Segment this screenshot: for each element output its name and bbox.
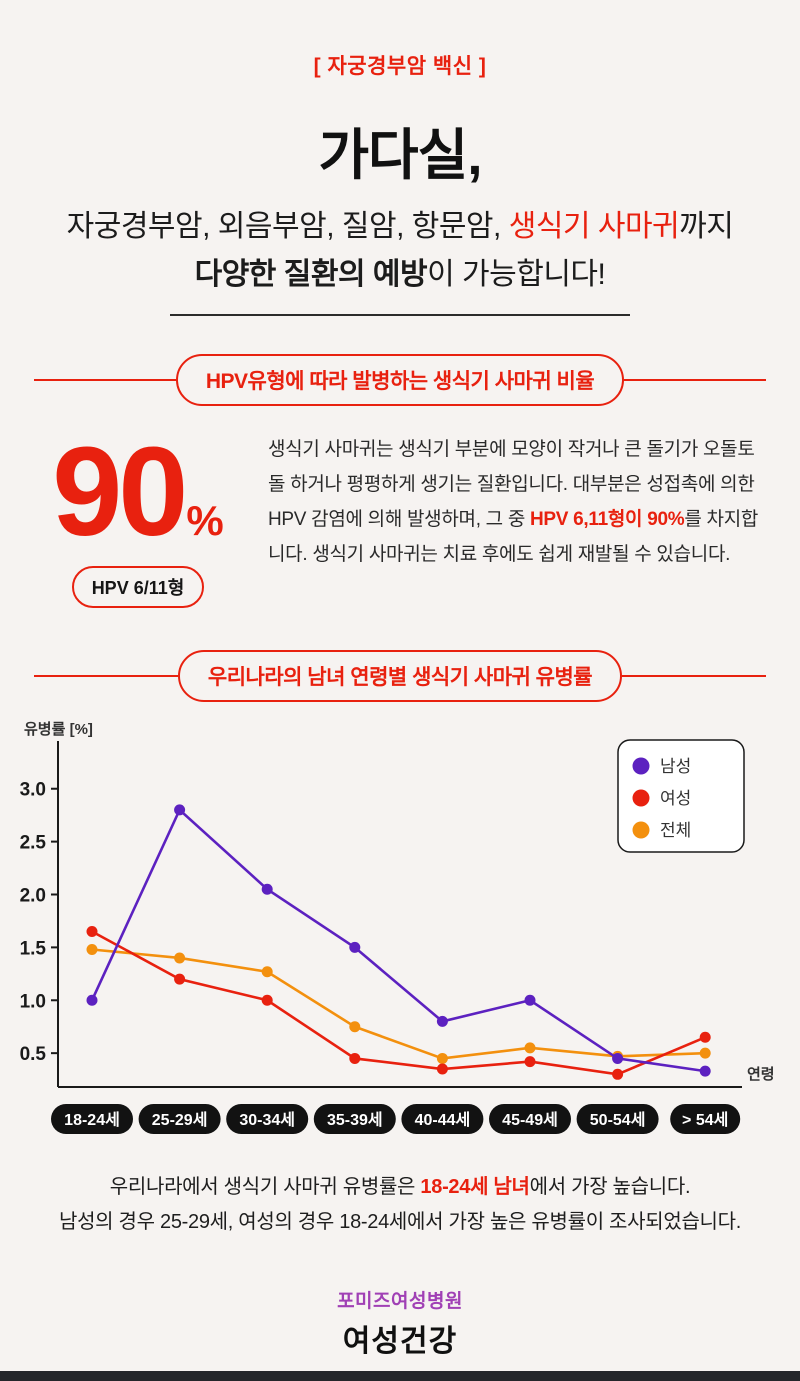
category-pill — [51, 1103, 133, 1134]
section2-badge: 우리나라의 남녀 연령별 생식기 사마귀 유병률 — [177, 649, 623, 702]
y-tick-label: 1.5 — [20, 938, 46, 959]
data-point — [174, 952, 186, 964]
data-point — [86, 925, 98, 937]
series-line — [91, 930, 706, 1076]
prevalence-chart: 0.5 1.0 1.5 2.0 2.5 3.0 유병률 [%] 연령 18-24세 25-29세 3… — [0, 712, 800, 1152]
subtitle-line2-rest: 이 가능합니다! — [427, 258, 606, 291]
brand-logo-text: 여성건강 — [342, 1324, 458, 1358]
legend-box — [617, 738, 745, 853]
section2-rule-right — [622, 674, 767, 677]
data-point — [86, 994, 98, 1006]
stat-description-post: 를 차지합니다. 생식기 사마귀는 치료 후에도 쉽게 재발될 수 있습니다. — [268, 509, 759, 566]
legend-dot — [632, 789, 650, 807]
category-pill — [138, 1103, 221, 1134]
category-pill — [226, 1103, 309, 1134]
hpv-stat-block: 90% HPV 6/11형 생식기 사마귀는 생식기 부분에 모양이 작거나 큰… — [0, 421, 800, 608]
header-divider — [170, 314, 630, 316]
footnote-line1-highlight: 18-24세 남녀 — [420, 1175, 530, 1198]
stat-description-pre: 생식기 사마귀는 생식기 부분에 모양이 작거나 큰 돌기가 오돌토돌 하거나 … — [268, 439, 755, 531]
legend-dot — [632, 757, 650, 775]
data-point — [174, 973, 186, 985]
section2-rule-left — [34, 674, 178, 677]
y-tick-label: 0.5 — [20, 1044, 46, 1065]
stat-description: 생식기 사마귀는 생식기 부분에 모양이 작거나 큰 돌기가 오돌토돌 하거나 … — [268, 432, 762, 573]
data-point — [349, 1020, 361, 1032]
subtitle-line1-pre: 자궁경부암, 외음부암, 질암, 항문암, — [66, 210, 509, 243]
data-point — [524, 1055, 536, 1067]
category-pill-label: 50-54세 — [590, 1111, 646, 1129]
category-pill-label: 30-34세 — [239, 1111, 295, 1129]
data-point — [261, 994, 273, 1006]
legend-label: 남성 — [660, 757, 691, 776]
footnote-line1-pre: 우리나라에서 생식기 사마귀 유병률은 — [109, 1175, 421, 1198]
subtitle-line1: 자궁경부암, 외음부암, 질암, 항문암, 생식기 사마귀까지 — [0, 206, 800, 248]
data-point — [349, 941, 361, 953]
page-footer: 포미즈여성병원 여성건강 — [0, 1286, 800, 1360]
data-point — [699, 1065, 711, 1077]
category-pill-label: 35-39세 — [327, 1111, 383, 1129]
footnote-line1-post: 에서 가장 높습니다. — [529, 1175, 691, 1198]
data-point — [436, 1052, 448, 1064]
data-point — [436, 1063, 448, 1075]
category-pill-label: 40-44세 — [415, 1111, 471, 1129]
stat-percent-sign: % — [186, 496, 224, 544]
subtitle-line2: 다양한 질환의 예방이 가능합니다! — [0, 254, 800, 296]
category-pill-label: > 54세 — [682, 1111, 728, 1129]
page-title: 가다실, — [318, 124, 482, 186]
data-point — [174, 804, 186, 816]
category-pill — [489, 1103, 571, 1134]
y-tick-label: 2.0 — [20, 885, 46, 906]
series-line — [91, 947, 706, 1060]
x-axis-label: 연령 — [747, 1065, 775, 1083]
legend-label: 전체 — [660, 821, 691, 840]
legend-label: 여성 — [660, 789, 691, 808]
subtitle-line2-bold: 다양한 질환의 예방 — [194, 258, 428, 291]
series-line — [90, 807, 706, 1073]
stat-description-highlight: HPV 6,11형이 90% — [530, 509, 685, 531]
section1-badge: HPV유형에 따라 발병하는 생식기 사마귀 비율 — [175, 354, 625, 406]
y-tick-label: 3.0 — [20, 779, 46, 800]
legend-dot — [632, 821, 650, 839]
data-point — [524, 1042, 536, 1054]
y-tick-label: 2.5 — [20, 832, 46, 853]
category-pill — [401, 1103, 484, 1134]
subtitle-line1-post: 까지 — [679, 210, 734, 243]
y-tick-label: 1.0 — [20, 991, 46, 1012]
footnote-line1: 우리나라에서 생식기 사마귀 유병률은 18-24세 남녀에서 가장 높습니다. — [0, 1170, 800, 1205]
stat-90-percent: 90% — [52, 421, 224, 562]
data-point — [612, 1068, 624, 1080]
stat-number: 90 — [52, 421, 188, 562]
data-point — [699, 1047, 711, 1059]
y-axis-label: 유병률 [%] — [24, 721, 93, 738]
data-point — [261, 965, 273, 977]
category-pill-label: 45-49세 — [502, 1111, 558, 1129]
category-pill-label: 18-24세 — [64, 1111, 120, 1129]
header-tag: [ 자궁경부암 백신 ] — [313, 55, 487, 78]
data-point — [436, 1015, 448, 1027]
category-pill — [313, 1103, 396, 1134]
chart-svg: 0.5 1.0 1.5 2.0 2.5 3.0 유병률 [%] 연령 18-24세 25-29세 3… — [20, 721, 775, 1134]
section1-header: HPV유형에 따라 발병하는 생식기 사마귀 비율 — [0, 354, 800, 406]
category-pill-label: 25-29세 — [152, 1111, 208, 1129]
footnote-line2: 남성의 경우 25-29세, 여성의 경우 18-24세에서 가장 높은 유병률… — [58, 1210, 742, 1233]
section1-rule-left — [34, 379, 176, 381]
stat-left-column: 90% HPV 6/11형 — [38, 421, 238, 608]
data-point — [612, 1052, 624, 1064]
hospital-name: 포미즈여성병원 — [337, 1290, 463, 1312]
category-pill — [670, 1103, 741, 1134]
subtitle-line1-highlight: 생식기 사마귀 — [508, 210, 680, 243]
section1-rule-right — [624, 379, 767, 381]
bottom-edge-bar — [0, 1371, 800, 1381]
section2-header: 우리나라의 남녀 연령별 생식기 사마귀 유병률 — [0, 649, 800, 702]
data-point — [86, 943, 98, 955]
hpv-type-badge: HPV 6/11형 — [71, 565, 205, 608]
data-point — [524, 994, 536, 1006]
data-point — [261, 883, 273, 895]
data-point — [699, 1031, 711, 1043]
data-point — [349, 1052, 361, 1064]
category-pill — [576, 1103, 659, 1134]
chart-footnote: 우리나라에서 생식기 사마귀 유병률은 18-24세 남녀에서 가장 높습니다.… — [0, 1170, 800, 1240]
